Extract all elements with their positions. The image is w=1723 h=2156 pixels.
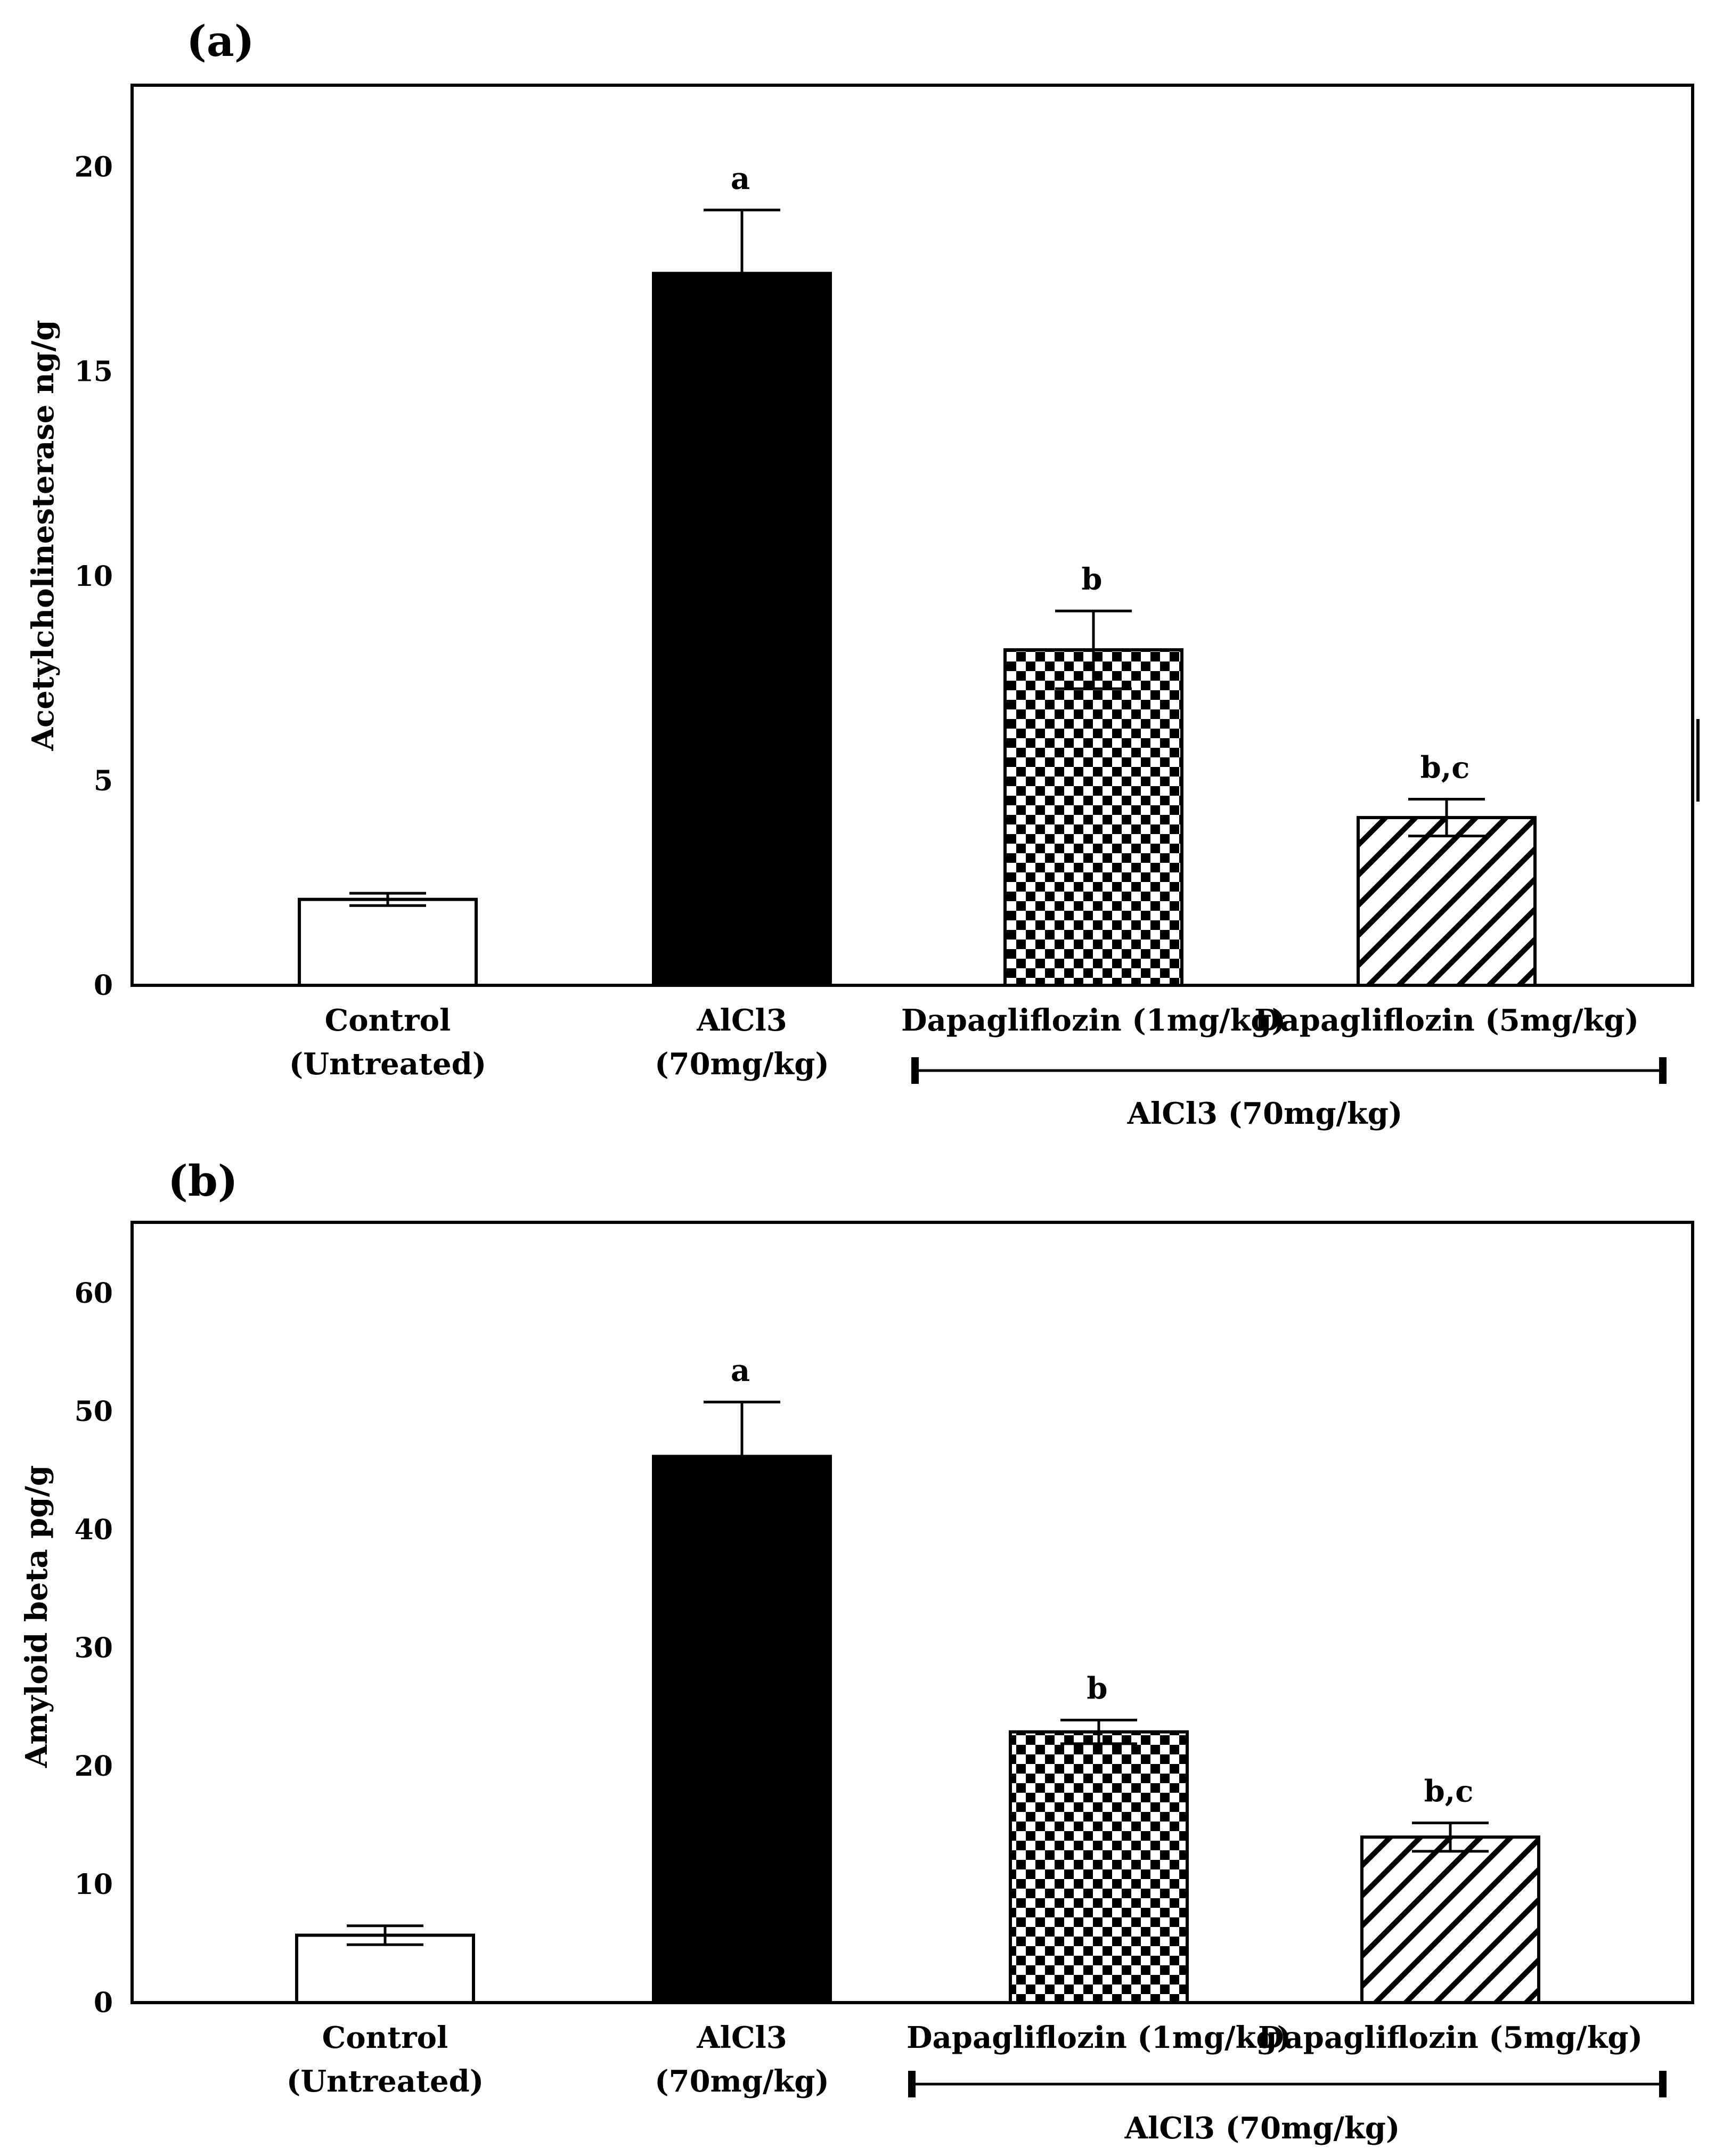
- category-label: (Untreated): [287, 2064, 484, 2099]
- y-ticks-a: 0 5 10 15 20: [75, 151, 113, 1002]
- category-label: Dapagliflozin (5mg/kg): [1258, 2020, 1643, 2055]
- significance-label: b: [1087, 1671, 1107, 1706]
- bars-a: a b b,c: [298, 161, 1537, 987]
- group-label-b: AlCl3 (70mg/kg): [1124, 2111, 1400, 2146]
- chart-panel-a: (a) Acetylcholinesterase ng/g 0 5 10 15 20 a…: [26, 16, 1700, 1131]
- chart-panel-b: (b) Amyloid beta pg/g 0 10 20 30 40 50 60 a b b,…: [19, 1156, 1694, 2146]
- y-tick-label: 50: [75, 1395, 113, 1428]
- significance-label: b,c: [1420, 750, 1470, 785]
- panel-label-a: (a): [186, 16, 255, 66]
- y-axis-title-a: Acetylcholinesterase ng/g: [26, 320, 61, 752]
- panel-label-b: (b): [168, 1156, 238, 1206]
- category-label: Dapagliflozin (1mg/kg): [907, 2020, 1291, 2055]
- y-ticks-b: 0 10 20 30 40 50 60: [75, 1277, 113, 2019]
- y-tick-label: 10: [75, 560, 113, 593]
- category-label: AlCl3: [696, 1003, 787, 1038]
- bar: [298, 897, 478, 987]
- y-tick-label: 0: [94, 969, 113, 1002]
- significance-label: a: [731, 161, 750, 196]
- bar: [652, 272, 832, 987]
- group-bracket-a: [911, 1057, 1667, 1084]
- plot-frame-a: [130, 84, 1694, 987]
- y-tick-label: 20: [75, 151, 113, 184]
- bars-b: a b b,c: [295, 1353, 1540, 2005]
- significance-label: b: [1081, 562, 1102, 597]
- y-tick-label: 10: [75, 1868, 113, 1901]
- group-label-a: AlCl3 (70mg/kg): [1127, 1096, 1403, 1131]
- y-tick-label: 15: [75, 356, 113, 388]
- category-label: Dapagliflozin (1mg/kg): [901, 1003, 1286, 1038]
- category-label: Control: [325, 1003, 451, 1038]
- category-label: (70mg/kg): [655, 1047, 829, 1082]
- y-tick-label: 20: [75, 1750, 113, 1783]
- category-label: (70mg/kg): [655, 2064, 829, 2099]
- bar: [1357, 816, 1537, 987]
- significance-label: a: [731, 1353, 750, 1388]
- group-bracket-b: [908, 2071, 1667, 2097]
- y-axis-title-b: Amyloid beta pg/g: [19, 1465, 54, 1768]
- significance-label: b,c: [1424, 1774, 1474, 1809]
- y-tick-label: 5: [94, 765, 113, 797]
- y-tick-label: 40: [75, 1514, 113, 1546]
- category-label: AlCl3: [696, 2020, 787, 2055]
- bar: [1009, 1730, 1189, 2005]
- bar: [1003, 648, 1183, 987]
- category-labels-b: Control (Untreated) AlCl3 (70mg/kg) Dapaglif…: [287, 2020, 1643, 2099]
- category-label: (Untreated): [289, 1047, 486, 1082]
- y-tick-label: 0: [94, 1987, 113, 2019]
- y-tick-label: 60: [75, 1277, 113, 1310]
- plot-frame-b: [130, 1221, 1694, 2004]
- bar: [1360, 1835, 1540, 2004]
- category-label: Control: [322, 2020, 448, 2055]
- category-labels-a: Control (Untreated) AlCl3 (70mg/kg) Dapaglif…: [289, 1003, 1639, 1082]
- bar: [652, 1455, 832, 2004]
- bar: [295, 1933, 475, 2005]
- category-label: Dapagliflozin (5mg/kg): [1254, 1003, 1639, 1038]
- y-tick-label: 30: [75, 1632, 113, 1664]
